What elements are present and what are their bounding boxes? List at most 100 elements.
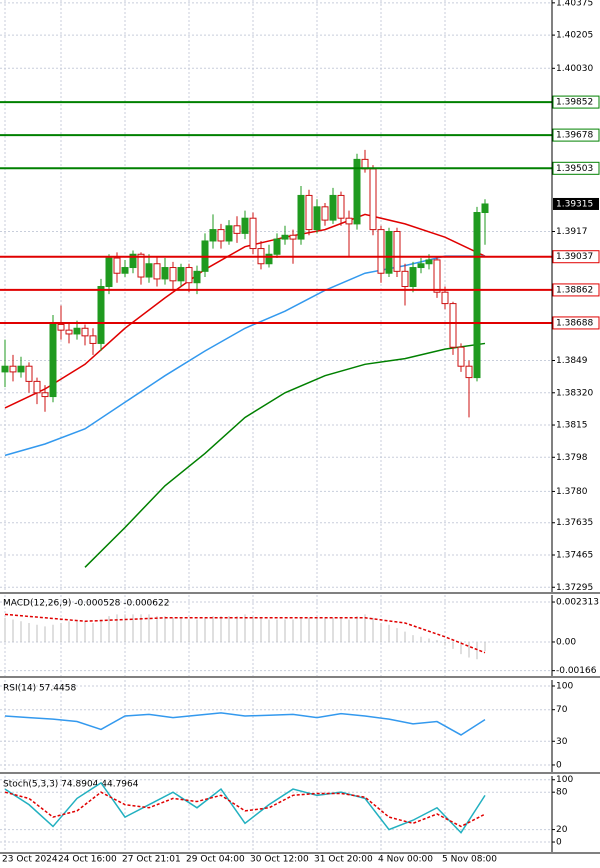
candle-body (57, 323, 65, 331)
candle-body (217, 229, 225, 242)
y-tick-label: 0.00 (556, 637, 576, 647)
candle-body (297, 194, 305, 240)
candle-body (89, 335, 97, 344)
candle-body (433, 259, 441, 293)
indicator-title: Stoch(5,3,3) 74.8904 44.7964 (3, 780, 139, 790)
candle-body (409, 267, 417, 288)
y-tick-label: 20 (556, 825, 568, 835)
y-tick-label: 0 (556, 838, 562, 848)
panel (0, 680, 552, 772)
level-box (552, 161, 600, 175)
candle-body (9, 365, 17, 373)
y-tick-label: 1.37465 (556, 551, 593, 561)
candle-body (169, 267, 177, 282)
y-tick-label: 1.3849 (556, 356, 588, 366)
candle-body (25, 365, 33, 382)
candle-body (153, 263, 161, 280)
candle-body (425, 259, 433, 265)
stoch-line (4, 781, 486, 834)
candle-body (177, 267, 185, 282)
y-tick-label: 1.3917 (556, 227, 588, 237)
level-box (552, 250, 600, 264)
y-tick-label: 1.3780 (556, 487, 588, 497)
y-tick-label: 0.002313 (556, 598, 599, 608)
candle-body (265, 253, 273, 265)
candle-body (137, 253, 145, 278)
candle-body (145, 263, 153, 278)
x-tick-label: 27 Oct 21:01 (122, 855, 181, 865)
y-tick-label: 1.37295 (556, 583, 593, 593)
y-tick-label: 70 (556, 705, 568, 715)
level-box (552, 283, 600, 297)
candle-body (81, 327, 89, 337)
level-box (552, 316, 600, 330)
last-price: 1.39315 (556, 199, 593, 209)
level-label: 1.39678 (556, 131, 593, 141)
y-tick-label: 30 (556, 737, 568, 747)
candle-body (193, 270, 201, 284)
y-tick-label: 1.3815 (556, 421, 588, 431)
candle-body (329, 194, 337, 221)
candle-body (73, 327, 81, 335)
candle-body (97, 286, 105, 344)
candle-body (289, 234, 297, 240)
candle-body (65, 329, 73, 335)
level-box (552, 95, 600, 109)
candle-body (369, 168, 377, 231)
candle-body (113, 257, 121, 274)
x-tick-label: 23 Oct 2024 (2, 855, 58, 865)
x-tick-label: 4 Nov 00:00 (378, 855, 433, 865)
candle-body (393, 230, 401, 272)
candle-body (209, 229, 217, 242)
x-tick-label: 5 Nov 08:00 (442, 855, 497, 865)
candle-body (233, 225, 241, 234)
candle-body (249, 217, 257, 250)
candle-body (41, 392, 49, 398)
candle-body (441, 291, 449, 305)
x-tick-label: 29 Oct 04:00 (186, 855, 245, 865)
y-tick-label: 1.40030 (556, 64, 593, 74)
candle-body (161, 267, 169, 280)
candle-body (185, 267, 193, 284)
candle-body (465, 365, 473, 379)
candle-body (241, 217, 249, 234)
candle-body (281, 234, 289, 240)
signal-line (4, 613, 486, 654)
panel (0, 595, 552, 676)
candle-body (377, 229, 385, 274)
level-label: 1.39503 (556, 164, 593, 174)
candle-body (449, 303, 457, 348)
candle-body (417, 263, 425, 269)
candle-body (353, 158, 361, 225)
candle-body (337, 194, 345, 219)
level-label: 1.38862 (556, 285, 593, 295)
y-tick-label: 0 (556, 760, 562, 770)
panel (0, 0, 552, 592)
y-tick-label: 1.38320 (556, 388, 593, 398)
price-box (553, 197, 599, 210)
y-tick-label: 1.3798 (556, 453, 588, 463)
moving-average (84, 342, 486, 568)
indicator-title: MACD(12,26,9) -0.000528 -0.000622 (3, 599, 169, 609)
candle-body (385, 230, 393, 274)
x-tick-label: 31 Oct 20:00 (314, 855, 373, 865)
candle-body (305, 194, 313, 231)
level-label: 1.39852 (556, 98, 593, 108)
candle-body (481, 203, 489, 214)
y-tick-label: -0.00166 (556, 666, 597, 676)
x-tick-label: 30 Oct 12:00 (250, 855, 309, 865)
candle-body (345, 217, 353, 225)
candle-body (457, 346, 465, 367)
y-tick-label: 100 (556, 682, 573, 692)
candle-body (225, 225, 233, 242)
candle-body (17, 365, 25, 373)
moving-average (4, 213, 486, 409)
candle-body (313, 206, 321, 231)
y-tick-label: 80 (556, 788, 568, 798)
candle-body (273, 238, 281, 255)
indicator-title: RSI(14) 57.4458 (3, 684, 76, 694)
x-tick-label: 24 Oct 16:00 (58, 855, 117, 865)
y-tick-label: 100 (556, 775, 573, 785)
